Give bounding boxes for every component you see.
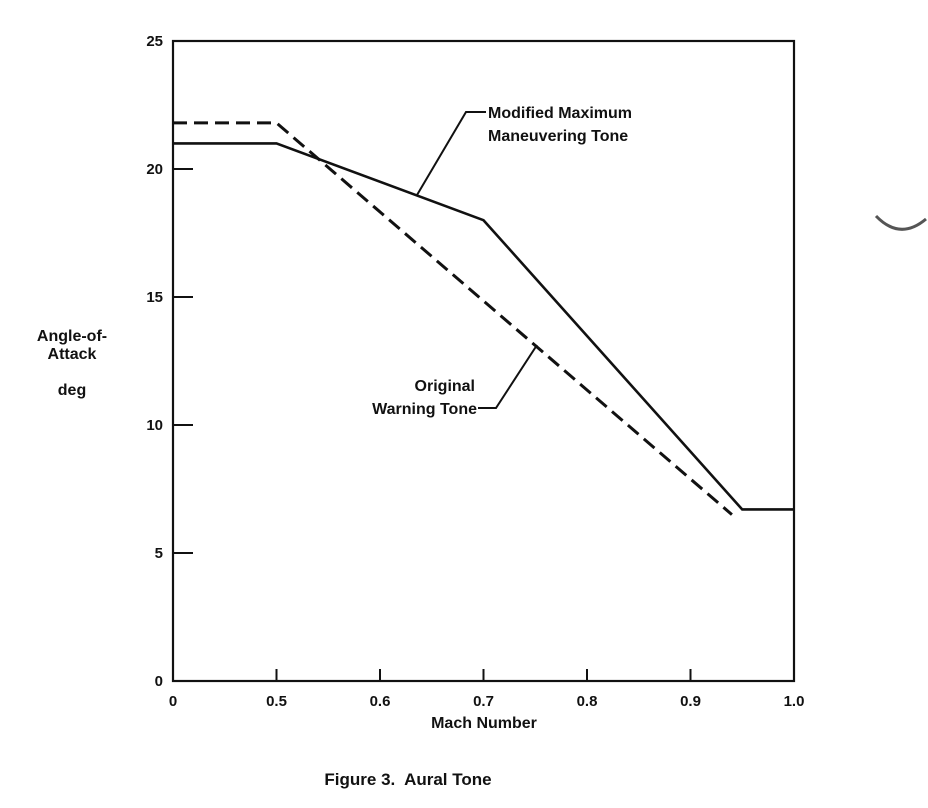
- y-tick-label: 25: [146, 33, 163, 50]
- annotation-modified-line-2: Maneuvering Tone: [488, 128, 628, 145]
- annotation-leader-original: [478, 344, 538, 409]
- page-edge-mark: [874, 214, 927, 231]
- y-axis-label-line-1: Angle-of-: [37, 328, 107, 345]
- x-axis-ticks: 0 0.5 0.6 0.7 0.8 0.9 1.0: [169, 669, 805, 710]
- annotation-original-line-2: Warning Tone: [372, 401, 477, 418]
- annotation-modified-line-1: Modified Maximum: [488, 105, 632, 122]
- y-tick-label: 5: [155, 545, 163, 562]
- y-tick-label: 20: [146, 161, 163, 178]
- series-line-original-warning-tone: [173, 121, 733, 516]
- figure-caption: Figure 3. Aural Tone: [324, 770, 491, 789]
- x-tick-label: 0.8: [577, 693, 598, 710]
- plot-frame: [171, 39, 796, 683]
- y-tick-label: 0: [155, 673, 163, 690]
- x-tick-label: 0.6: [370, 693, 391, 710]
- x-axis-label: Mach Number: [431, 715, 537, 732]
- annotation-leader-modified: [416, 111, 486, 196]
- x-tick-label: 0.5: [266, 693, 287, 710]
- y-axis-label-line-2: Attack: [48, 346, 97, 363]
- y-tick-label: 10: [146, 417, 163, 434]
- annotation-original-line-1: Original: [415, 378, 475, 395]
- x-tick-label: 1.0: [784, 693, 805, 710]
- y-tick-label: 15: [146, 289, 163, 306]
- series-line-modified-maximum-maneuvering-tone: [173, 142, 794, 511]
- x-tick-label: 0: [169, 693, 177, 710]
- y-axis-ticks: 0 5 10 15 20 25: [146, 33, 193, 690]
- y-axis-label-line-3: deg: [58, 382, 86, 399]
- x-tick-label: 0.9: [680, 693, 701, 710]
- x-tick-label: 0.7: [473, 693, 494, 710]
